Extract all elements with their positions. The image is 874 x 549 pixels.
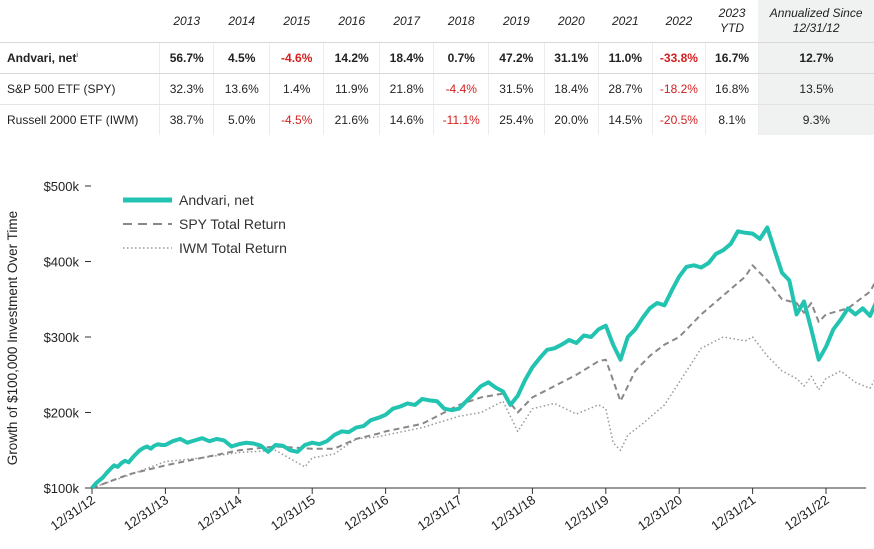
legend-label: SPY Total Return <box>179 216 286 232</box>
x-tick-label: 12/31/15 <box>268 492 318 533</box>
table-row: Russell 2000 ETF (IWM) 38.7% 5.0% -4.5% 21.6… <box>0 104 874 135</box>
return-cell: 28.7% <box>598 73 653 105</box>
table-row: S&P 500 ETF (SPY) 32.3% 13.6% 1.4% 11.9% 21.8… <box>0 73 874 105</box>
return-cell: 31.5% <box>488 73 545 105</box>
y-axis-label: Growth of $100,000 Investment Over Time <box>5 211 20 465</box>
return-cell: 4.5% <box>213 42 270 74</box>
return-cell: 0.7% <box>433 42 490 74</box>
return-cell: 38.7% <box>159 104 215 135</box>
return-cell: 16.8% <box>705 73 759 105</box>
return-cell: 32.3% <box>159 73 215 105</box>
row-label-text: Russell 2000 ETF (IWM) <box>7 113 139 127</box>
series-lines <box>90 225 874 490</box>
table-corner-cell <box>0 0 160 43</box>
table-row: Andvari, neti 56.7% 4.5% -4.6% 14.2% 18.4% 0.7… <box>0 42 874 74</box>
return-cell: 18.4% <box>379 42 435 74</box>
year-header: 2022 <box>652 0 706 43</box>
series-line-1 <box>91 264 874 489</box>
return-cell: 11.0% <box>598 42 653 74</box>
x-tick-label: 12/31/22 <box>782 492 832 533</box>
x-tick-label: 12/31/16 <box>341 492 391 533</box>
return-cell: -4.4% <box>433 73 490 105</box>
return-cell: 18.4% <box>544 73 600 105</box>
x-tick-label: 12/31/21 <box>708 492 758 533</box>
return-cell: 5.0% <box>213 104 270 135</box>
return-cell: -18.2% <box>652 73 707 105</box>
x-tick-label: 12/31/20 <box>635 492 685 533</box>
y-tick-label: $100k <box>44 481 80 496</box>
row-label: Andvari, neti <box>0 42 160 74</box>
annualized-header: Annualized Since 12/31/12 <box>758 0 874 43</box>
year-header: 2020 <box>544 0 599 43</box>
year-header: 2017 <box>379 0 434 43</box>
return-cell: 21.8% <box>379 73 435 105</box>
x-tick-label: 12/31/18 <box>488 492 538 533</box>
return-cell: 14.5% <box>598 104 653 135</box>
x-tick-label: 12/31/19 <box>561 492 611 533</box>
row-label: Russell 2000 ETF (IWM) <box>0 104 160 135</box>
return-cell: 1.4% <box>269 73 325 105</box>
legend-label: IWM Total Return <box>179 240 287 256</box>
annualized-cell: 12.7% <box>758 42 874 74</box>
year-header-ytd: 2023 YTD <box>705 0 759 43</box>
y-tick-label: $200k <box>44 406 80 421</box>
return-cell: 14.2% <box>323 42 380 74</box>
y-axis: $100k $200k $300k $400k $500k <box>44 179 91 496</box>
series-line-2 <box>91 336 874 489</box>
series-line-0 <box>90 225 874 490</box>
x-tick-label: 12/31/13 <box>121 492 171 533</box>
year-header: 2013 <box>159 0 214 43</box>
return-cell: 47.2% <box>488 42 545 74</box>
legend: Andvari, net SPY Total Return IWM Total Re… <box>123 192 287 256</box>
row-label-text: S&P 500 ETF (SPY) <box>7 82 116 96</box>
legend-label: Andvari, net <box>179 192 254 208</box>
y-tick-label: $400k <box>44 255 80 270</box>
x-axis: 12/31/12 12/31/13 12/31/14 12/31/15 12/31/16… <box>48 488 832 533</box>
return-cell: 20.0% <box>544 104 600 135</box>
y-tick-label: $500k <box>44 179 80 194</box>
returns-table: 2013 2014 2015 2016 2017 2018 2019 2020 … <box>0 0 874 135</box>
annualized-cell: 9.3% <box>758 104 874 135</box>
year-header: 2021 <box>598 0 653 43</box>
y-tick-label: $300k <box>44 330 80 345</box>
year-header: 2015 <box>269 0 324 43</box>
return-cell: 11.9% <box>323 73 380 105</box>
return-cell: 56.7% <box>159 42 215 74</box>
return-cell: -20.5% <box>652 104 707 135</box>
return-cell: 13.6% <box>213 73 270 105</box>
return-cell: -33.8% <box>652 42 707 74</box>
footnote-marker: i <box>76 52 78 59</box>
x-tick-label: 12/31/14 <box>194 492 244 533</box>
return-cell: -11.1% <box>433 104 490 135</box>
return-cell: 14.6% <box>379 104 435 135</box>
row-label-text: Andvari, net <box>7 51 77 65</box>
return-cell: -4.5% <box>269 104 325 135</box>
x-tick-label: 12/31/17 <box>415 492 465 533</box>
growth-chart: $100k$200k$300k$400k$500k 12/31/12 12/31/… <box>5 179 874 533</box>
x-tick-label: 12/31/12 <box>48 492 98 533</box>
return-cell: 8.1% <box>705 104 759 135</box>
row-label: S&P 500 ETF (SPY) <box>0 73 160 105</box>
return-cell: 31.1% <box>544 42 600 74</box>
table-body: Andvari, neti 56.7% 4.5% -4.6% 14.2% 18.4% 0.7… <box>0 42 874 135</box>
ytd-header-label: 2023 YTD <box>718 6 746 35</box>
year-header: 2014 <box>213 0 270 43</box>
return-cell: 21.6% <box>323 104 380 135</box>
return-cell: -4.6% <box>269 42 325 74</box>
year-header: 2019 <box>488 0 545 43</box>
year-header: 2016 <box>323 0 380 43</box>
table-header-row: 2013 2014 2015 2016 2017 2018 2019 2020 … <box>0 0 874 43</box>
annualized-cell: 13.5% <box>758 73 874 105</box>
return-cell: 25.4% <box>488 104 545 135</box>
year-header: 2018 <box>433 0 489 43</box>
return-cell: 16.7% <box>705 42 759 74</box>
annualized-header-label: Annualized Since 12/31/12 <box>769 6 863 35</box>
